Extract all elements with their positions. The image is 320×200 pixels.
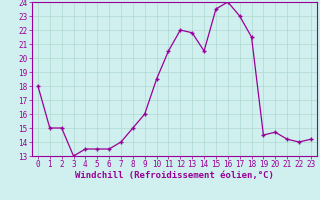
X-axis label: Windchill (Refroidissement éolien,°C): Windchill (Refroidissement éolien,°C) (75, 171, 274, 180)
